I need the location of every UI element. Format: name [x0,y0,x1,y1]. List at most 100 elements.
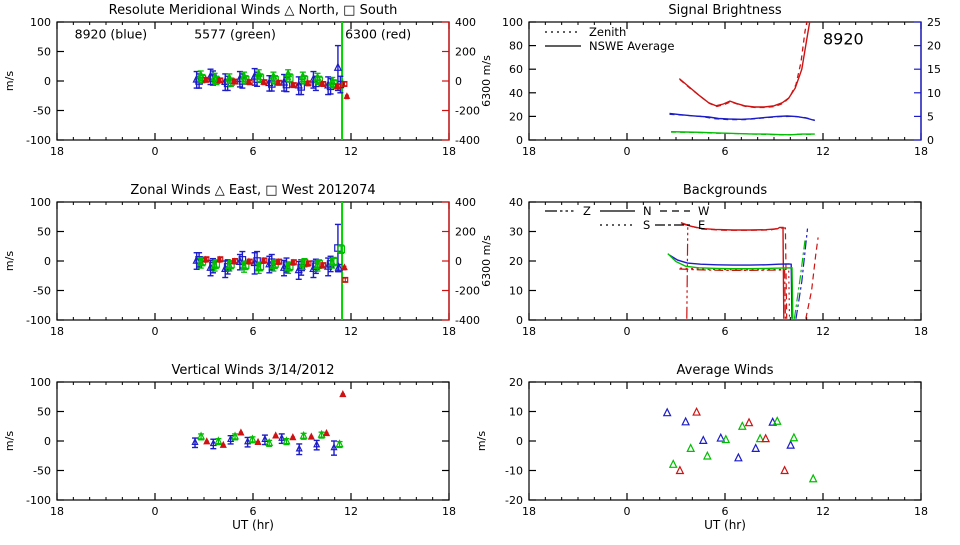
right-tick-label: 20 [927,40,941,53]
line-n-8920 [669,254,793,319]
legend-label: W [698,204,709,218]
x-tick-label: 0 [152,145,159,158]
y-tick-label: 0 [44,75,51,88]
y-tick-label: -20 [505,494,523,507]
x-tick-label: 12 [816,325,830,338]
x-tick-label: 18 [50,505,64,518]
data-layer [191,390,347,456]
annotation: 8920 [823,29,864,48]
x-tick-label: 0 [624,505,631,518]
series-red-south [203,76,348,90]
x-tick-label: 0 [152,325,159,338]
y-tick-label: 20 [509,255,523,268]
line-w-6300-rise [805,237,819,319]
right-tick-label: 400 [455,16,476,29]
data-layer [669,22,815,136]
x-tick-label: 6 [722,505,729,518]
x-tick-label: 6 [722,145,729,158]
y-tick-label: -50 [33,105,51,118]
y-tick-label: 100 [502,16,523,29]
legend-label: Zenith [589,25,626,39]
x-tick-label: 0 [624,145,631,158]
line-e-8920-rise [795,228,809,319]
plot-frame [528,381,922,501]
plot-frame [56,201,450,321]
x-tick-label: 18 [522,145,536,158]
right-tick-label: -200 [455,285,480,298]
line-8920-zenith [669,113,815,121]
line-6300-nswe [678,22,811,108]
y-tick-label: 10 [509,406,523,419]
x-tick-label: 18 [914,325,928,338]
right-tick-label: 200 [455,46,476,59]
series-green-south [198,73,338,89]
y-tick-label: 50 [37,406,51,419]
legend-label: E [698,218,705,232]
x-tick-label: 0 [152,505,159,518]
x-tick-label: 12 [344,145,358,158]
panel-title: Zonal Winds △ East, □ West 2012074 [130,183,375,198]
y-tick-label: 0 [44,435,51,448]
panel-meridional-winds: 18 0 6 12 18-100-50050100-400-20002004006300… [3,3,493,158]
right-tick-label: -200 [455,105,480,118]
panel-title: Vertical Winds 3/14/2012 [171,363,334,378]
x-tick-label: 12 [816,505,830,518]
annotation: 6300 (red) [345,27,411,42]
right-tick-label: 15 [927,63,941,76]
y-tick-label: -50 [33,285,51,298]
annotation: 8920 (blue) [75,27,148,42]
y-tick-label: 0 [516,314,523,327]
x-tick-label: 6 [250,145,257,158]
y-tick-label: 100 [30,16,51,29]
series-red-west [203,256,349,283]
legend-label: NSWE Average [589,39,674,53]
x-tick-label: 6 [250,325,257,338]
x-tick-label: 12 [816,145,830,158]
y-axis-label: m/s [3,71,16,91]
y-tick-label: 30 [509,226,523,239]
y-tick-label: 0 [516,435,523,448]
y-tick-label: 10 [509,285,523,298]
line-e-5577-rise [793,240,806,319]
series-green-zenith [197,429,344,449]
x-axis-label: UT (hr) [232,518,274,532]
y-tick-label: 40 [509,196,523,209]
data-layer [667,222,819,319]
x-tick-label: 6 [250,505,257,518]
y-axis-label: m/s [475,431,488,451]
annotation: 5577 (green) [194,27,276,42]
y-tick-label: 100 [30,376,51,389]
right-axis-label: 6300 m/s [480,235,493,287]
series-blue-north [192,44,343,96]
y-tick-label: 20 [509,110,523,123]
y-tick-label: 40 [509,87,523,100]
x-tick-label: 0 [624,325,631,338]
y-tick-label: -100 [26,134,51,147]
x-tick-label: 18 [442,505,456,518]
y-tick-label: -10 [505,465,523,478]
right-tick-label: 200 [455,226,476,239]
x-tick-label: 18 [50,325,64,338]
y-tick-label: -50 [33,465,51,478]
x-axis-label: UT (hr) [704,518,746,532]
right-tick-label: 0 [455,75,462,88]
panel-title: Backgrounds [683,183,768,198]
y-tick-label: 0 [44,255,51,268]
right-tick-label: 10 [927,87,941,100]
series-green-average [668,416,818,483]
plot-frame [528,201,922,321]
line-5577-nswe [671,131,815,136]
panel-title: Resolute Meridional Winds △ North, □ Sou… [109,3,398,18]
right-tick-label: 25 [927,16,941,29]
data-layer [192,22,351,140]
right-tick-label: 5 [927,110,934,123]
y-tick-label: 50 [37,46,51,59]
line-w-6300 [681,223,788,319]
y-tick-label: 0 [516,134,523,147]
x-tick-label: 12 [344,505,358,518]
line-e-6300 [679,268,786,319]
